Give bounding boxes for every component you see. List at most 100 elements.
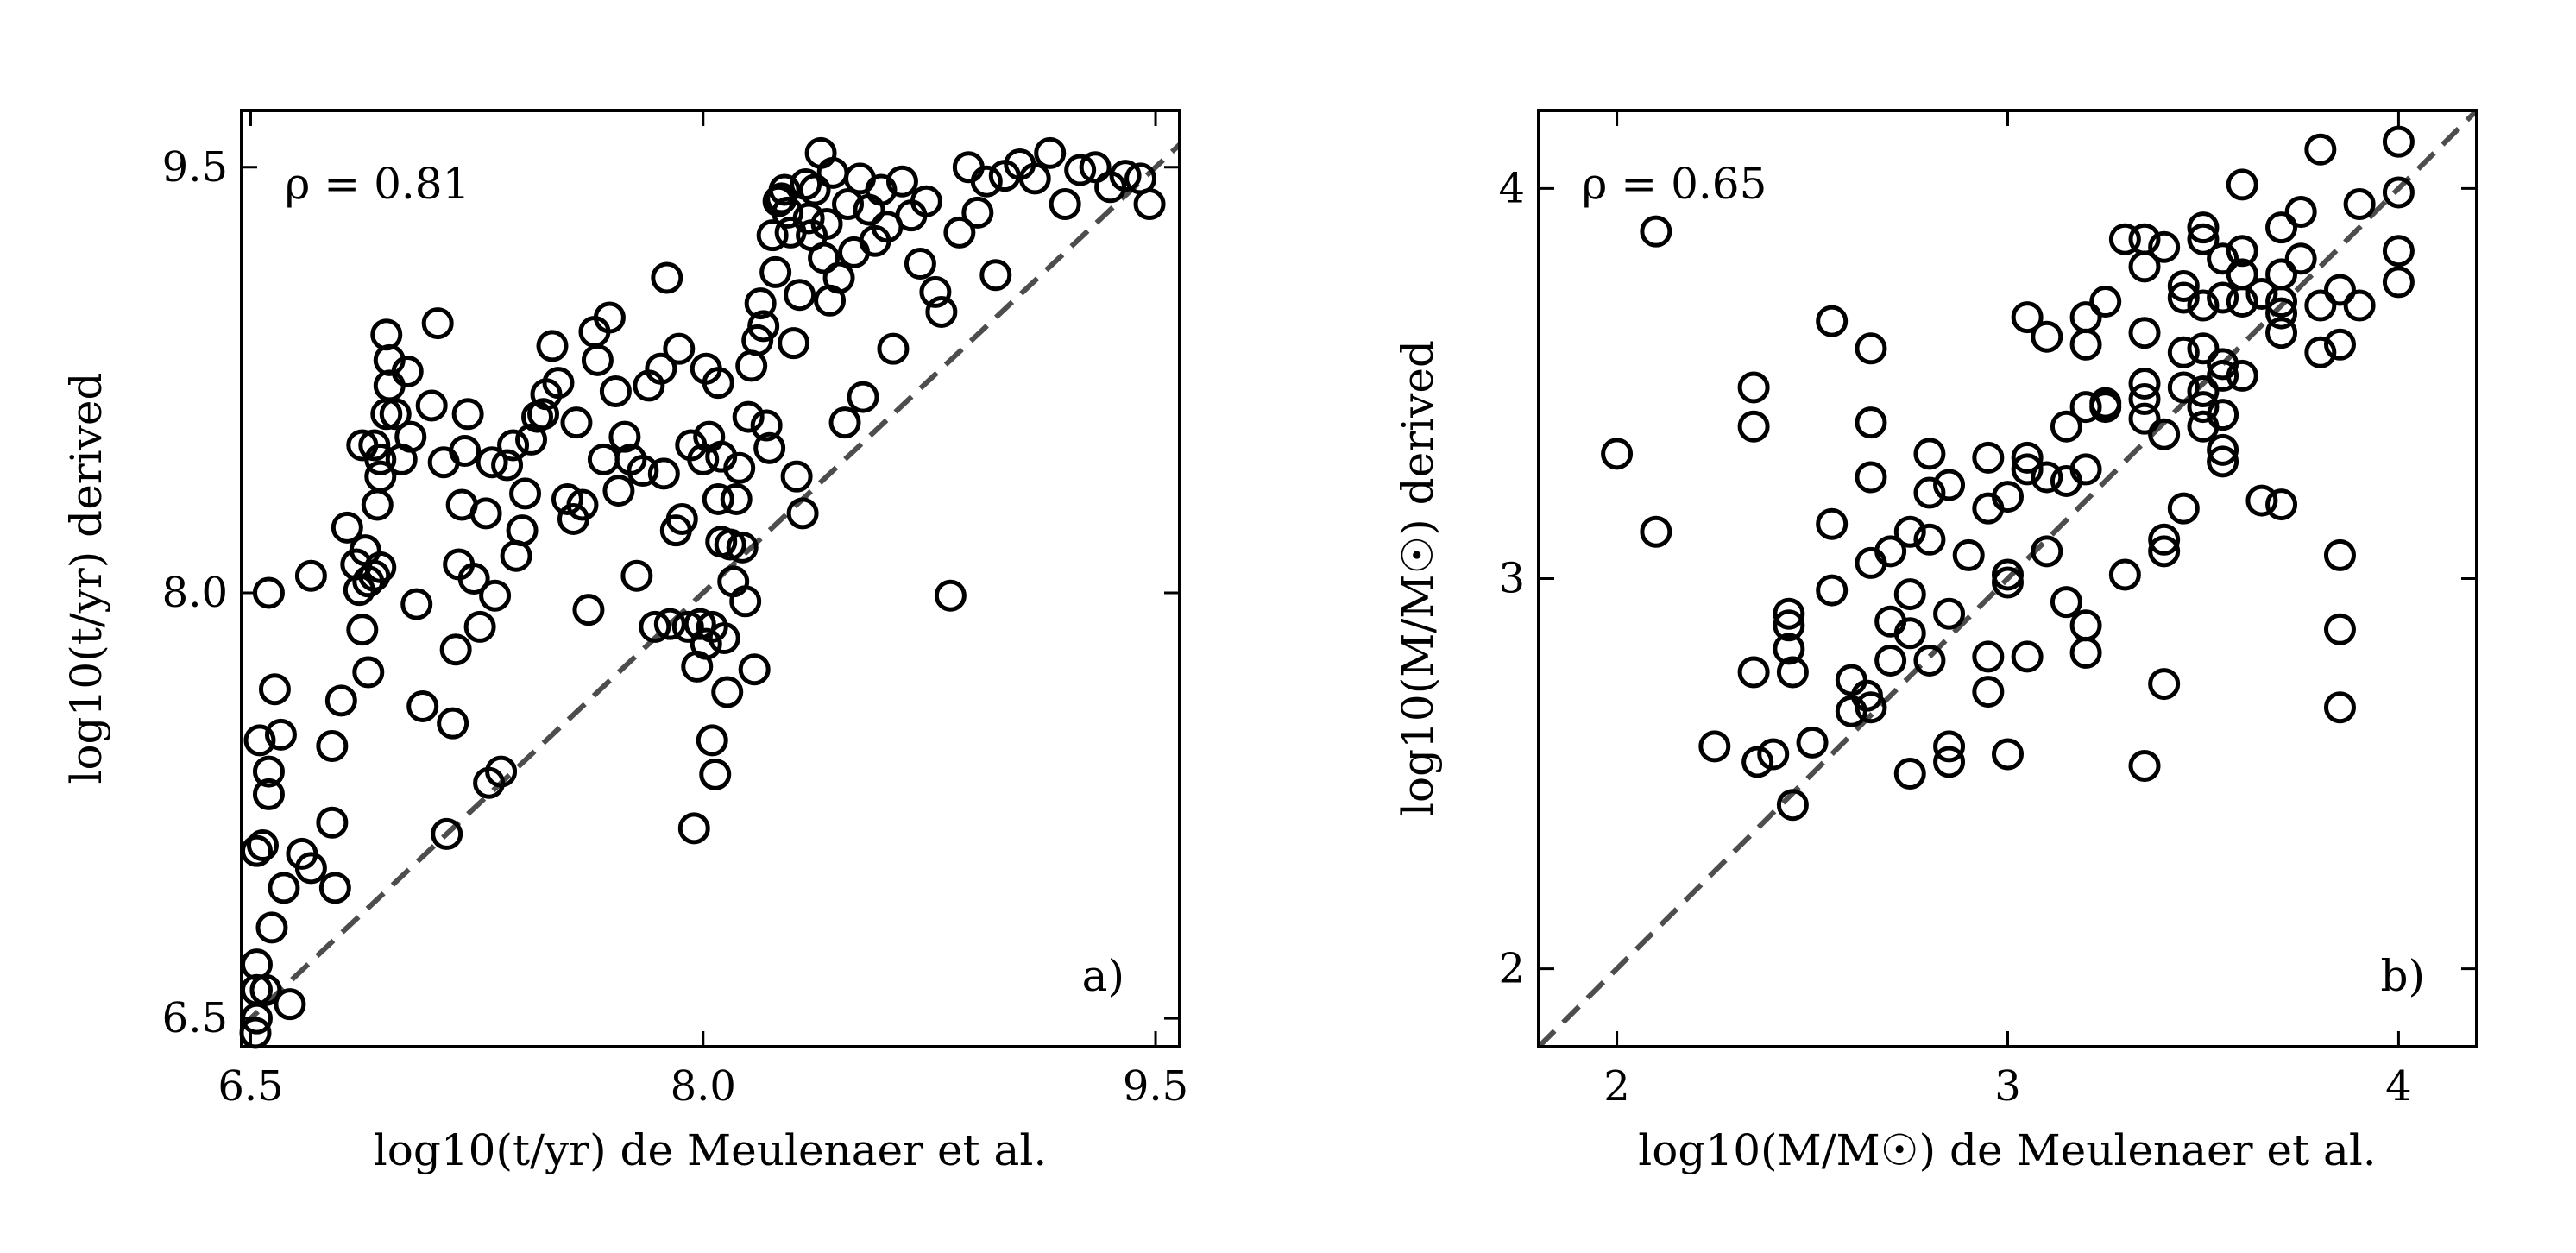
data-point [2069, 391, 2102, 424]
panel-b-scatter-plot: 2 3 4 2 3 4 ρ = 0.65 b) log10(M/M☉) de Meulen… [1393, 108, 2479, 1175]
data-point [741, 324, 774, 356]
data-point [1992, 558, 2024, 591]
data-point [828, 406, 861, 439]
data-point [346, 614, 379, 646]
data-point [593, 301, 626, 334]
y-tick-label: 2 [1498, 945, 1525, 993]
data-point [1018, 162, 1051, 195]
data-point [2265, 488, 2298, 521]
data-point [566, 488, 599, 521]
data-point [2108, 223, 2141, 255]
data-point [2382, 266, 2415, 299]
x-tick-label: 9.5 [1123, 1062, 1188, 1111]
data-point [2069, 301, 2102, 334]
data-point [651, 261, 683, 294]
data-point [2226, 168, 2258, 201]
data-point [572, 594, 605, 626]
data-point [1855, 332, 1887, 365]
data-point [2187, 332, 2220, 365]
panel-b-x-axis-label: log10(M/M☉) de Meulenaer et al. [1638, 1125, 2376, 1175]
data-point [1855, 406, 1887, 439]
data-point [1741, 746, 1774, 778]
data-point [1913, 523, 1946, 556]
data-point [469, 497, 502, 530]
panel-a-ticks: 6.5 8.0 9.5 6.5 8.0 9.5 [162, 110, 1188, 1111]
data-point [645, 352, 677, 385]
data-point [1874, 535, 1907, 568]
x-tick-label: 4 [2385, 1062, 2412, 1111]
data-point [1893, 578, 1926, 611]
data-point [2343, 289, 2376, 322]
data-point [729, 585, 762, 618]
data-point [2148, 523, 2181, 556]
data-point [255, 911, 288, 944]
data-point [2382, 176, 2415, 209]
panel-b-data-points [1601, 125, 2415, 822]
data-point [1874, 644, 1907, 677]
data-point [2148, 535, 2181, 568]
data-point [258, 673, 291, 706]
data-point [1737, 371, 1770, 404]
data-point [735, 349, 768, 382]
panel-a-identity-line [239, 142, 1182, 1029]
data-point [536, 330, 569, 362]
data-point [1952, 538, 1985, 571]
data-point [653, 608, 686, 640]
data-point [2187, 211, 2220, 244]
data-point [1893, 758, 1926, 790]
data-point [810, 208, 843, 241]
data-point [784, 279, 816, 312]
data-point [1933, 746, 1966, 778]
data-point [2108, 558, 2141, 591]
data-point [352, 656, 385, 689]
data-point [2128, 367, 2161, 400]
data-point [2343, 188, 2376, 220]
data-point [2304, 289, 2337, 322]
y-tick-label: 6.5 [162, 994, 228, 1042]
data-point [1933, 730, 1966, 763]
data-point [2128, 402, 2161, 435]
data-point [738, 653, 771, 686]
data-point [677, 812, 710, 845]
data-point [1737, 656, 1770, 689]
data-point [551, 482, 583, 515]
data-point [2031, 461, 2063, 494]
data-point [2148, 668, 2181, 701]
data-point [847, 381, 879, 413]
data-point [1835, 664, 1867, 696]
data-point [1773, 633, 1805, 665]
panel-b-identity-line [1536, 108, 2479, 1049]
data-point [1816, 507, 1849, 540]
data-point [723, 451, 756, 484]
data-point [451, 398, 484, 431]
data-point [2382, 125, 2415, 158]
data-point [786, 497, 819, 530]
data-point [2167, 336, 2200, 368]
data-point [2031, 535, 2063, 568]
data-point [1913, 476, 1946, 509]
data-point [1064, 154, 1097, 186]
data-point [702, 482, 734, 515]
data-point [509, 477, 542, 510]
data-point [663, 332, 696, 365]
data-point [1773, 597, 1805, 630]
data-point [778, 327, 810, 360]
data-point [620, 559, 653, 592]
data-point [500, 539, 532, 572]
data-point [2207, 399, 2239, 431]
data-point [2167, 371, 2200, 404]
data-point [822, 261, 855, 294]
data-point [2128, 223, 2161, 255]
data-point [364, 443, 397, 475]
data-point [252, 576, 285, 609]
data-point [2323, 538, 2356, 571]
data-point [243, 724, 276, 757]
data-point [1133, 188, 1166, 220]
data-point [2187, 375, 2220, 407]
x-tick-label: 6.5 [217, 1062, 283, 1111]
data-point [370, 318, 403, 351]
data-point [439, 633, 472, 666]
data-point [2011, 640, 2044, 673]
data-point [485, 755, 518, 788]
